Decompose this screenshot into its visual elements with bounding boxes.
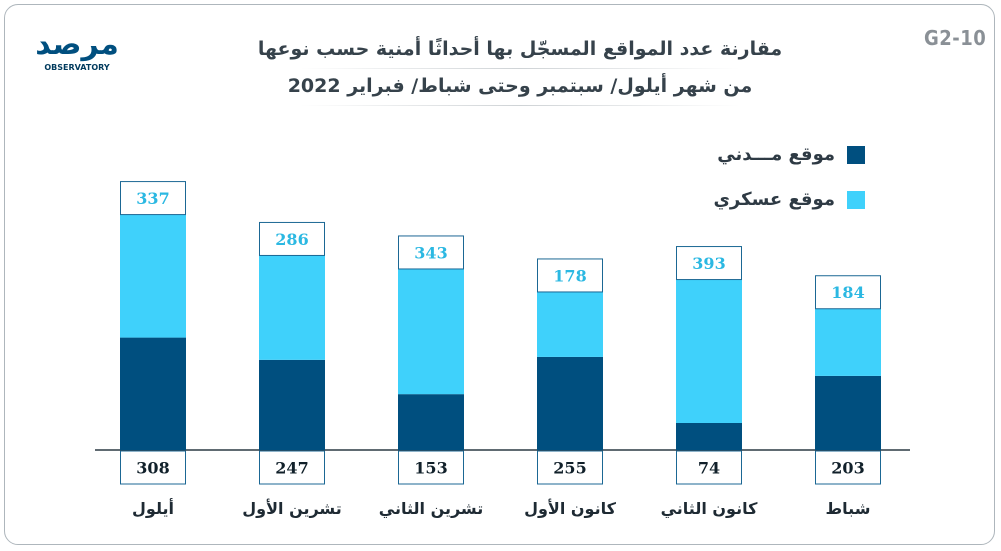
data-label-civil: 247 bbox=[275, 459, 308, 478]
figure-code: G2-10 bbox=[924, 26, 987, 50]
label-box-civil bbox=[537, 450, 603, 485]
bar-military bbox=[537, 291, 603, 357]
data-label-civil: 255 bbox=[553, 459, 586, 478]
data-label-civil: 203 bbox=[831, 459, 864, 478]
bar-civil bbox=[815, 375, 881, 450]
label-box-military bbox=[398, 235, 464, 270]
label-box-civil bbox=[398, 450, 464, 485]
data-label-civil: 74 bbox=[698, 459, 720, 478]
data-label-military: 178 bbox=[553, 266, 586, 285]
legend-swatch-civil bbox=[847, 145, 865, 164]
category-label: تشرين الأول bbox=[242, 499, 341, 518]
title-separator-2 bbox=[300, 105, 740, 106]
bar-military bbox=[398, 268, 464, 395]
data-label-civil: 308 bbox=[136, 459, 169, 478]
bar-military bbox=[815, 308, 881, 376]
title-line-2: من شهر أيلول/ سبتمبر وحتى شباط/ فبراير 2… bbox=[287, 75, 753, 97]
label-box-civil bbox=[259, 450, 325, 485]
bar-civil bbox=[537, 356, 603, 450]
bar-military bbox=[676, 279, 742, 423]
bar-civil bbox=[676, 422, 742, 450]
label-box-civil bbox=[676, 450, 742, 485]
bar-military bbox=[259, 255, 325, 360]
label-box-civil bbox=[120, 450, 186, 485]
data-label-civil: 153 bbox=[414, 459, 447, 478]
label-box-military bbox=[120, 181, 186, 216]
label-box-military bbox=[259, 221, 325, 256]
category-label: شباط bbox=[826, 499, 871, 518]
data-label-military: 184 bbox=[831, 283, 864, 302]
legend-label-military: موقع عسكري bbox=[713, 189, 835, 210]
logo-sub-text: OBSERVATORY bbox=[44, 63, 109, 72]
category-label: أيلول bbox=[132, 498, 174, 518]
label-box-military bbox=[676, 246, 742, 281]
label-box-civil bbox=[815, 450, 881, 485]
title-line-1: مقارنة عدد المواقع المسجّل بها أحداثًا أ… bbox=[257, 38, 783, 60]
chart-title: مقارنة عدد المواقع المسجّل بها أحداثًا أ… bbox=[240, 32, 800, 106]
category-label: كانون الثاني bbox=[661, 499, 759, 519]
observatory-logo: مرصد OBSERVATORY bbox=[35, 27, 119, 72]
data-label-military: 343 bbox=[414, 243, 447, 262]
data-label-military: 393 bbox=[692, 254, 725, 273]
data-label-military: 286 bbox=[275, 230, 308, 249]
category-label: كانون الأول bbox=[524, 499, 617, 518]
legend-item-civil: موقع مـــدني bbox=[650, 144, 865, 165]
legend-swatch-military bbox=[847, 190, 865, 209]
legend-item-military: موقع عسكري bbox=[650, 189, 865, 210]
label-box-military bbox=[537, 258, 603, 293]
data-label-military: 337 bbox=[136, 189, 169, 208]
bar-civil bbox=[259, 359, 325, 450]
legend-label-civil: موقع مـــدني bbox=[717, 144, 835, 165]
bar-military bbox=[120, 214, 186, 338]
logo-brand-text: مرصد bbox=[35, 27, 119, 62]
bar-civil bbox=[120, 337, 186, 450]
title-separator bbox=[300, 68, 740, 69]
category-label: تشرين الثاني bbox=[379, 499, 483, 519]
label-box-military bbox=[815, 275, 881, 310]
bar-civil bbox=[398, 394, 464, 450]
